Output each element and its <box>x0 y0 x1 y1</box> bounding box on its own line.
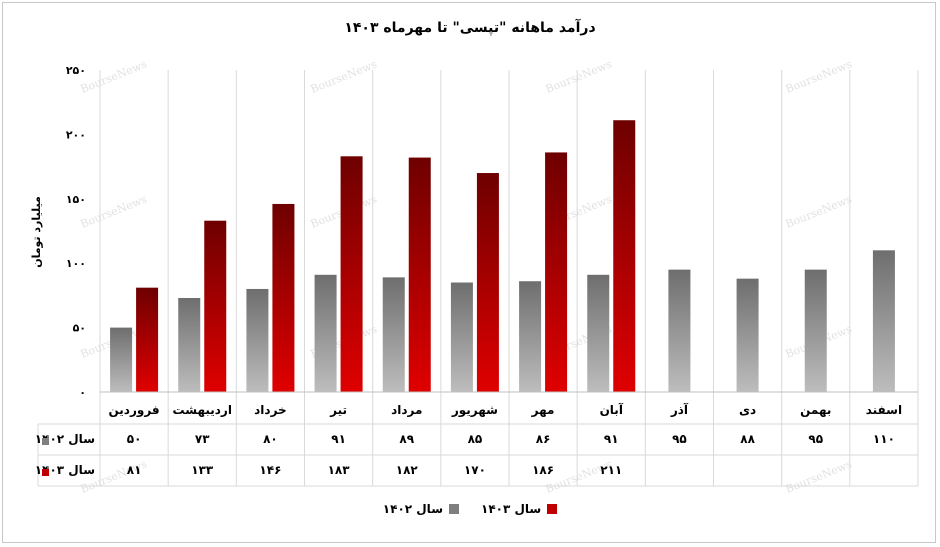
table-value-1402: ۸۹ <box>399 432 414 446</box>
category-label: آبان <box>600 402 624 417</box>
watermark-text: BourseNews <box>784 57 854 96</box>
category-label: اردیبهشت <box>173 403 232 417</box>
bar-1402 <box>450 282 473 392</box>
bar-1402 <box>382 277 405 392</box>
table-value-1402: ۱۱۰ <box>873 432 895 446</box>
bar-1403 <box>340 156 363 392</box>
table-value-1403: ۱۸۶ <box>532 463 554 477</box>
table-value-1402: ۷۳ <box>195 432 210 446</box>
table-value-1402: ۸۰ <box>263 432 278 446</box>
table-row-header-1402: سال ۱۴۰۲ <box>35 432 95 446</box>
bar-1403 <box>136 287 159 392</box>
y-tick-label: ۱۵۰ <box>66 193 86 206</box>
table-key-gray <box>42 438 49 445</box>
bar-1402 <box>804 269 827 392</box>
table-value-1402: ۸۸ <box>740 432 755 446</box>
bar-1402 <box>314 274 337 392</box>
category-label: مهر <box>531 403 555 417</box>
chart-title: درآمد ماهانه "تپسی" تا مهرماه ۱۴۰۳ <box>344 20 596 36</box>
table-row-header-1403: سال ۱۴۰۳ <box>35 463 95 477</box>
legend-item-1403: سال ۱۴۰۳ <box>481 502 558 516</box>
bar-1403 <box>272 203 295 392</box>
legend-label-1402: سال ۱۴۰۲ <box>382 502 443 516</box>
bar-1402 <box>587 274 610 392</box>
category-label: فروردین <box>109 403 160 418</box>
category-label: خرداد <box>254 403 287 417</box>
table-value-1403: ۱۸۳ <box>328 463 351 477</box>
y-tick-label: ۱۰۰ <box>66 257 86 270</box>
legend: سال ۱۴۰۳ سال ۱۴۰۲ <box>0 502 940 516</box>
y-tick-label: ۲۰۰ <box>66 128 86 141</box>
watermark-text: BourseNews <box>79 57 149 96</box>
category-label: دی <box>739 403 756 417</box>
legend-label-1403: سال ۱۴۰۳ <box>481 502 542 516</box>
legend-swatch-gray <box>449 504 459 514</box>
table-value-1402: ۸۵ <box>468 432 483 446</box>
watermark-text: BourseNews <box>784 192 854 231</box>
table-value-1402: ۹۱ <box>604 432 619 446</box>
bar-1402 <box>246 288 269 392</box>
category-label: بهمن <box>800 403 831 417</box>
bar-1403 <box>545 152 568 392</box>
y-tick-label: ۰ <box>79 386 86 399</box>
bar-1402 <box>519 281 542 392</box>
table-key-red <box>42 469 49 476</box>
y-axis-title: میلیارد تومان <box>30 196 43 268</box>
table-value-1403: ۸۱ <box>127 463 142 477</box>
category-label: شهریور <box>451 403 498 418</box>
watermark-text: BourseNews <box>309 57 379 96</box>
table-value-1403: ۱۸۲ <box>396 463 419 477</box>
table-value-1403: ۱۴۶ <box>259 463 281 477</box>
table-value-1402: ۹۱ <box>331 432 346 446</box>
bar-1403 <box>476 173 499 392</box>
y-tick-label: ۵۰ <box>73 322 86 335</box>
bar-1402 <box>178 297 201 392</box>
category-label: اسفند <box>866 403 902 417</box>
category-label: تیر <box>329 403 347 417</box>
watermark-text: BourseNews <box>79 192 149 231</box>
bar-1403 <box>408 157 431 392</box>
legend-item-1402: سال ۱۴۰۲ <box>383 502 459 516</box>
y-tick-label: ۲۵۰ <box>66 64 86 77</box>
table-value-1403: ۱۳۳ <box>191 463 214 477</box>
bar-1403 <box>613 120 636 393</box>
table-value-1402: ۹۵ <box>672 432 687 446</box>
bar-1402 <box>110 327 133 392</box>
category-label: آذر <box>670 402 689 417</box>
bar-1402 <box>872 250 895 392</box>
watermark-text: BourseNews <box>784 457 854 496</box>
legend-swatch-red <box>547 504 558 514</box>
category-label: مرداد <box>391 403 422 417</box>
table-value-1402: ۹۵ <box>808 432 823 446</box>
table-value-1402: ۸۶ <box>536 432 551 446</box>
bar-1402 <box>668 269 691 392</box>
table-value-1402: ۵۰ <box>127 432 142 446</box>
watermark-text: BourseNews <box>544 57 614 96</box>
table-value-1403: ۱۷۰ <box>464 463 486 477</box>
table-value-1403: ۲۱۱ <box>600 463 622 477</box>
bar-1403 <box>204 220 227 392</box>
bar-1402 <box>736 278 759 392</box>
